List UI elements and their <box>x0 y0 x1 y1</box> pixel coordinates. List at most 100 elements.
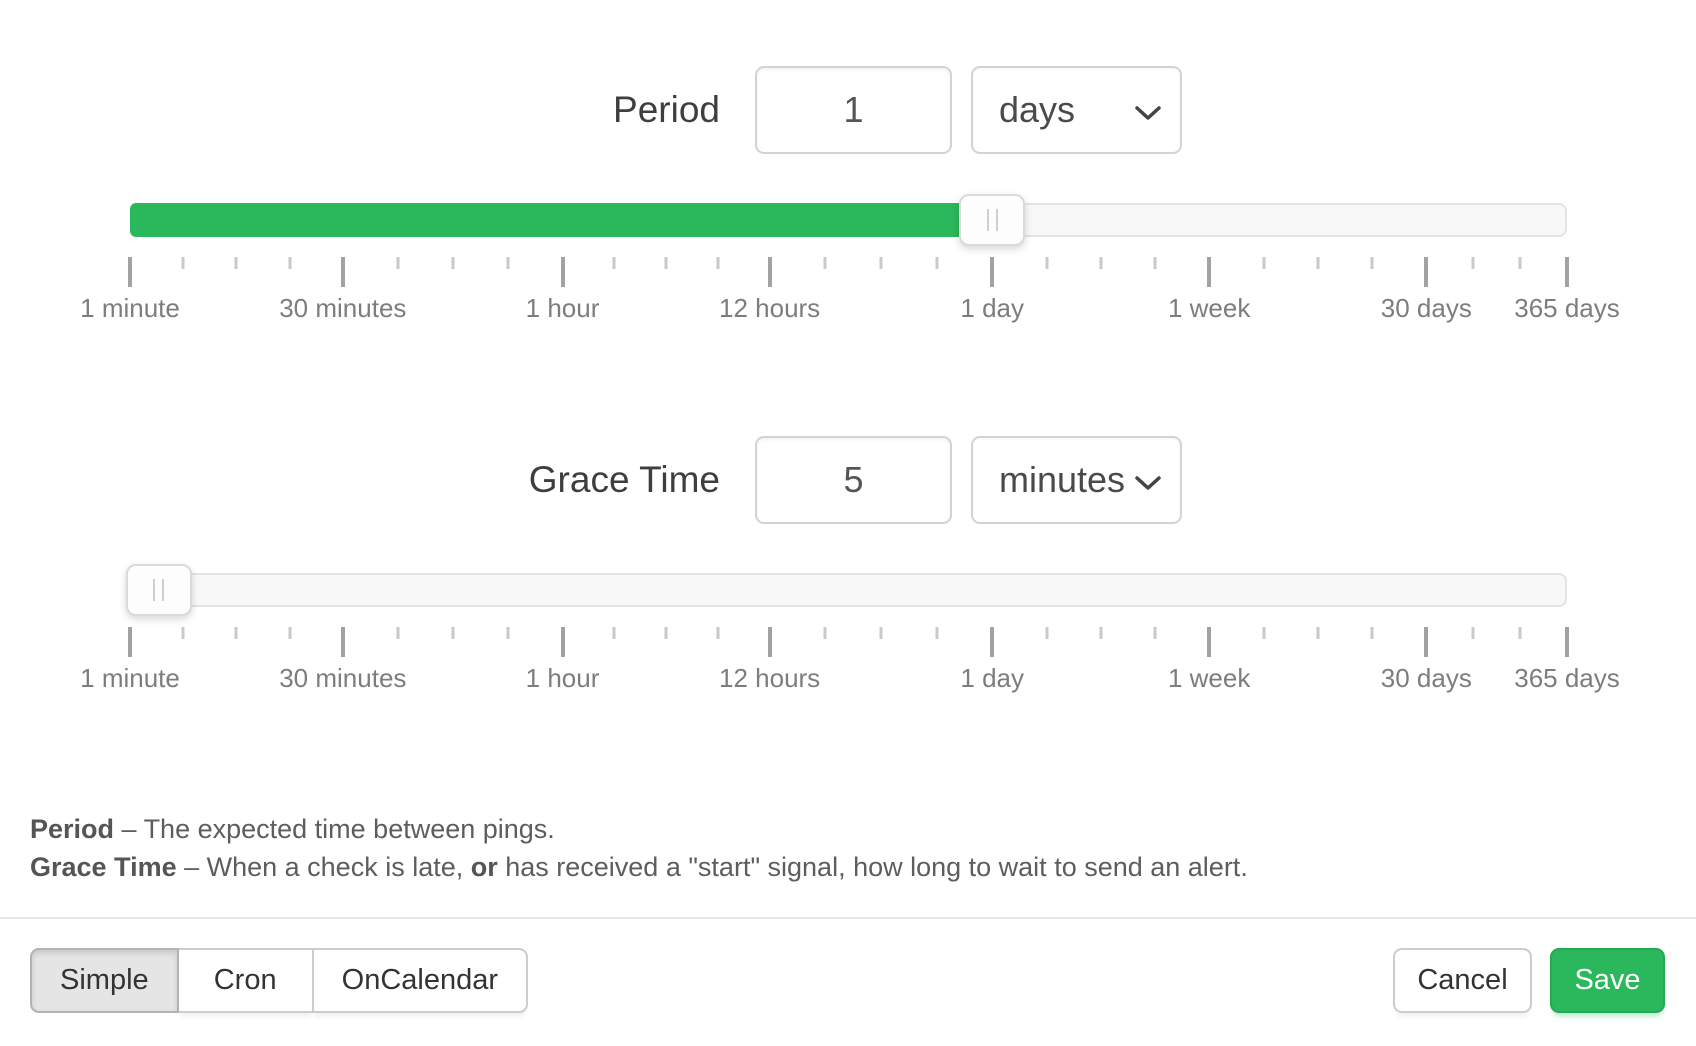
slider-tick-minor <box>1153 627 1157 639</box>
period-slider-handle[interactable] <box>959 194 1026 246</box>
slider-tick-minor <box>451 257 455 269</box>
slider-tick-minor <box>1045 627 1049 639</box>
grace-unit-select[interactable]: minutes <box>971 436 1182 524</box>
period-unit-value: days <box>999 89 1076 130</box>
slider-tick-minor <box>823 257 827 269</box>
slider-tick-major <box>767 627 772 657</box>
slider-tick-minor <box>506 627 510 639</box>
slider-tick-minor <box>716 257 720 269</box>
slider-tick-label: 1 minute <box>80 663 180 693</box>
slider-tick-minor <box>1471 627 1475 639</box>
slider-tick-minor <box>1518 627 1522 639</box>
slider-tick-label: 30 days <box>1380 293 1472 323</box>
slider-tick-label: 365 days <box>1514 663 1620 693</box>
slider-tick-major <box>128 627 132 657</box>
slider-tick-major <box>1565 627 1569 657</box>
slider-tick-minor <box>1045 257 1049 269</box>
save-button[interactable]: Save <box>1550 948 1665 1013</box>
grace-unit-value: minutes <box>999 459 1126 500</box>
period-description-text: – The expected time between pings. <box>114 814 555 844</box>
cancel-button[interactable]: Cancel <box>1393 948 1532 1013</box>
slider-tick-label: 12 hours <box>719 293 821 323</box>
footer-divider <box>0 917 1696 919</box>
slider-tick-label: 365 days <box>1514 293 1620 323</box>
period-slider-fill <box>130 203 993 237</box>
grace-description-text-a: – When a check is late, <box>176 852 471 882</box>
mode-button-simple[interactable]: Simple <box>30 948 179 1013</box>
slider-tick-major <box>560 627 565 657</box>
period-slider-scale: 1 minute 30 minutes 1 hour 12 hours 1 day 1 w… <box>80 257 1620 337</box>
slider-tick-minor <box>1316 627 1320 639</box>
slider-tick-minor <box>506 257 510 269</box>
grace-slider-scale: 1 minute 30 minutes 1 hour 12 hours 1 day 1 w… <box>80 627 1620 707</box>
mode-button-group: Simple Cron OnCalendar <box>30 948 529 1013</box>
slider-tick-minor <box>879 627 883 639</box>
slider-tick-minor <box>234 627 238 639</box>
period-value-input[interactable] <box>755 66 952 154</box>
slider-tick-minor <box>664 257 668 269</box>
slider-tick-major <box>990 627 995 657</box>
slider-tick-label: 12 hours <box>719 663 821 693</box>
slider-tick-minor <box>181 257 185 269</box>
slider-tick-minor <box>288 257 292 269</box>
slider-tick-major <box>767 257 772 287</box>
grace-description: Grace Time – When a check is late, or ha… <box>30 852 1248 883</box>
slider-tick-minor <box>935 257 939 269</box>
slider-tick-label: 1 hour <box>525 293 600 323</box>
slider-tick-minor <box>1099 257 1103 269</box>
slider-tick-major <box>990 257 995 287</box>
grace-description-or: or <box>470 852 498 882</box>
slider-tick-minor <box>288 627 292 639</box>
slider-tick-label: 1 day <box>960 663 1024 693</box>
slider-tick-minor <box>396 627 400 639</box>
period-label: Period <box>613 89 720 130</box>
slider-tick-minor <box>234 257 238 269</box>
slider-tick-major <box>340 257 345 287</box>
slider-tick-minor <box>935 627 939 639</box>
slider-tick-major <box>560 257 565 287</box>
slider-tick-label: 1 hour <box>525 663 600 693</box>
slider-tick-major <box>128 257 132 287</box>
grace-slider[interactable] <box>125 564 1567 616</box>
grace-value-input[interactable] <box>755 436 952 524</box>
slider-tick-minor <box>396 257 400 269</box>
slider-tick-label: 30 days <box>1380 663 1472 693</box>
slider-tick-minor <box>1262 627 1265 639</box>
slider-tick-major <box>1424 257 1429 287</box>
slider-tick-minor <box>1518 257 1522 269</box>
slider-tick-minor <box>1316 257 1320 269</box>
slider-tick-minor <box>1471 257 1475 269</box>
mode-button-oncalendar[interactable]: OnCalendar <box>311 948 529 1013</box>
slider-tick-major <box>1207 257 1212 287</box>
grace-description-term: Grace Time <box>30 852 177 882</box>
slider-tick-label: 30 minutes <box>279 293 407 323</box>
slider-tick-minor <box>1262 257 1265 269</box>
slider-tick-minor <box>664 627 668 639</box>
slider-tick-minor <box>823 627 827 639</box>
slider-tick-label: 1 day <box>960 293 1024 323</box>
slider-tick-label: 1 minute <box>80 293 180 323</box>
chevron-down-icon <box>1134 459 1162 501</box>
slider-tick-minor <box>1370 627 1374 639</box>
slider-tick-minor <box>612 257 616 269</box>
slider-tick-minor <box>1099 627 1103 639</box>
chevron-down-icon <box>1134 89 1162 131</box>
slider-tick-major <box>340 627 345 657</box>
slider-tick-minor <box>451 627 455 639</box>
period-unit-select[interactable]: days <box>971 66 1182 154</box>
slider-tick-minor <box>879 257 883 269</box>
period-slider[interactable] <box>130 194 1567 246</box>
slider-tick-major <box>1207 627 1212 657</box>
slider-tick-label: 1 week <box>1167 663 1251 693</box>
period-description-term: Period <box>30 814 115 844</box>
slider-tick-major <box>1424 627 1429 657</box>
slider-tick-minor <box>716 627 720 639</box>
grace-slider-rail[interactable] <box>130 573 1567 607</box>
grace-slider-handle[interactable] <box>125 564 192 616</box>
mode-button-cron[interactable]: Cron <box>176 948 314 1013</box>
period-description: Period – The expected time between pings… <box>30 814 555 845</box>
grace-description-text-b: has received a "start" signal, how long … <box>497 852 1248 882</box>
slider-tick-minor <box>1370 257 1374 269</box>
slider-tick-major <box>1565 257 1569 287</box>
